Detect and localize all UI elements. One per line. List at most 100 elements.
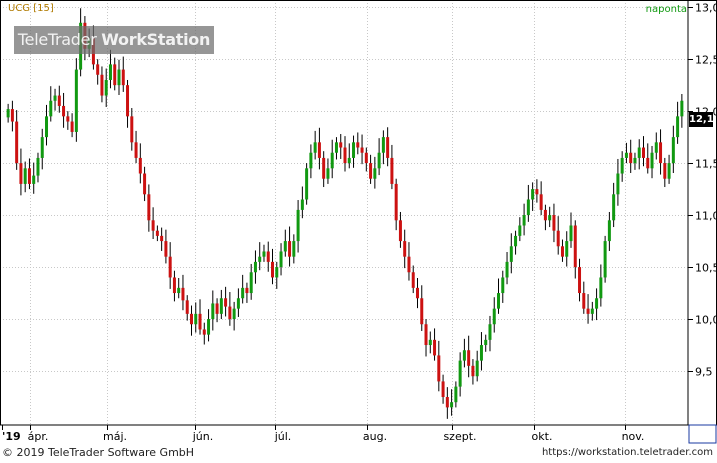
candle-body-up — [305, 168, 309, 200]
candle — [224, 286, 228, 317]
candle-body-up — [676, 116, 680, 138]
candle-body-up — [531, 189, 535, 200]
candle-body-down — [641, 147, 645, 158]
candle — [458, 352, 462, 397]
candle — [441, 374, 445, 404]
candle — [565, 231, 569, 267]
candle-body-down — [189, 313, 193, 325]
y-tick-label: 13,0 — [695, 2, 717, 15]
candle-body-down — [411, 272, 415, 288]
x-axis-corner-accent — [688, 424, 717, 444]
candle-body-down — [407, 256, 411, 273]
candle-body-down — [126, 85, 130, 117]
candle-body-up — [454, 386, 458, 403]
candle-body-up — [74, 69, 78, 132]
candle-body-up — [326, 168, 330, 179]
candle — [126, 79, 130, 128]
candle — [207, 309, 211, 342]
candle-body-down — [441, 381, 445, 398]
candle-body-down — [130, 116, 134, 143]
y-tick-label: 10,0 — [695, 314, 717, 327]
candle — [262, 244, 266, 262]
candle-body-down — [398, 220, 402, 242]
candle — [283, 229, 287, 257]
candle — [377, 138, 381, 176]
candle-body-up — [275, 267, 279, 278]
candle — [514, 230, 518, 255]
candle — [407, 242, 411, 281]
candle — [360, 134, 364, 165]
candle — [339, 134, 343, 159]
candle-body-up — [330, 152, 334, 169]
workstation-watermark: TeleTrader WorkStation — [14, 26, 214, 54]
candle-body-up — [522, 215, 526, 226]
candle — [258, 242, 262, 271]
candle-body-up — [680, 100, 684, 117]
candle-body-up — [526, 199, 530, 216]
candle-body-up — [620, 157, 624, 174]
candle-body-up — [253, 261, 257, 273]
candle-body-up — [497, 293, 501, 309]
candle-body-down — [437, 355, 441, 382]
candle-body-down — [113, 64, 117, 86]
candle — [296, 200, 300, 253]
candle — [232, 301, 236, 331]
candle-body-down — [543, 209, 547, 221]
candle-body-up — [633, 157, 637, 164]
candle — [492, 297, 496, 333]
candle — [535, 179, 539, 203]
candle — [100, 66, 104, 103]
candle-body-down — [471, 365, 475, 377]
candle — [445, 387, 449, 419]
candle-body-up — [603, 241, 607, 278]
x-tick-label: nov. — [622, 430, 645, 443]
candle-body-up — [450, 402, 454, 408]
candle — [19, 148, 23, 196]
candle-body-down — [403, 241, 407, 257]
x-tick-label: szept. — [443, 430, 476, 443]
candle-body-down — [66, 116, 70, 122]
candle — [113, 57, 117, 91]
candle — [556, 216, 560, 255]
candle — [381, 130, 385, 165]
candle — [386, 127, 390, 167]
candle — [650, 145, 654, 179]
candle-body-down — [266, 251, 270, 262]
source-url[interactable]: https://workstation.teletrader.com — [541, 447, 713, 458]
candle — [488, 315, 492, 352]
candle-body-down — [181, 287, 185, 301]
candle-body-down — [339, 142, 343, 148]
candle — [326, 158, 330, 184]
candle-body-up — [40, 137, 44, 158]
candle — [676, 101, 680, 144]
candle — [352, 135, 356, 168]
x-tick-label: jún. — [192, 430, 214, 443]
candle-body-up — [599, 277, 603, 299]
candle — [74, 58, 78, 142]
candle — [36, 152, 40, 183]
candle — [428, 331, 432, 354]
candle — [398, 211, 402, 248]
candle — [104, 68, 108, 107]
candle-body-down — [663, 163, 667, 179]
candle-body-up — [381, 137, 385, 153]
candle-body-down — [57, 95, 61, 106]
candle-body-down — [433, 339, 437, 356]
candles — [6, 8, 684, 419]
candle — [424, 319, 428, 357]
candle — [599, 264, 603, 307]
candle-body-up — [279, 251, 283, 268]
candle — [552, 203, 556, 243]
candle — [177, 277, 181, 299]
candle-body-up — [236, 298, 240, 309]
candle — [219, 289, 223, 320]
candle-body-down — [539, 194, 543, 210]
candle — [603, 235, 607, 283]
candle-body-down — [322, 157, 326, 179]
candle-body-up — [428, 339, 432, 346]
candle-body-down — [343, 147, 347, 164]
plot-area — [0, 0, 688, 425]
candle-body-down — [386, 137, 390, 158]
candle-body-down — [582, 293, 586, 309]
